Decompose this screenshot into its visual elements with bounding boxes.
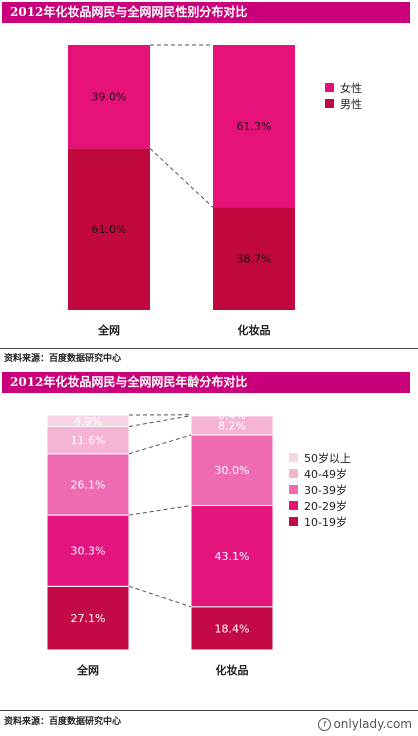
age-data-label-1-1: 27.1%	[71, 612, 106, 625]
age-bar-1-1	[46, 585, 130, 651]
gender-chart-source: 资料来源：百度数据研究中心	[4, 354, 122, 364]
age-chart-title: 2012年化妆品网民与全网网民年龄分布对比	[2, 372, 410, 393]
age-data-label-2-3: 30.0%	[215, 464, 250, 477]
age-connector-line-2	[128, 504, 192, 516]
gender-category-label-1: 全网	[97, 323, 120, 337]
age-data-label-1-4: 11.6%	[71, 434, 106, 447]
age-chart-separator	[0, 710, 418, 711]
age-legend-label-4: 20-29岁	[304, 499, 347, 513]
age-bar-1-3	[46, 453, 130, 516]
age-data-label-2-4: 8.2%	[218, 419, 246, 432]
age-chart-panel: 2012年化妆品网民与全网网民年龄分布对比 27.1% 30.3% 26.1% 11.…	[0, 368, 418, 723]
age-data-label-1-2: 30.3%	[71, 545, 106, 558]
age-data-label-2-2: 43.1%	[215, 550, 250, 563]
age-data-label-2-5: 0.4%	[218, 409, 246, 422]
age-legend-label-5: 10-19岁	[304, 515, 347, 529]
age-chart-source: 资料来源：百度数据研究中心	[4, 717, 122, 727]
age-bar-2-3	[190, 434, 274, 506]
gender-data-label-2-2: 61.3%	[237, 120, 272, 133]
age-connector-line-1	[128, 585, 192, 608]
watermark: f onlylady.com	[318, 717, 412, 731]
age-bar-1-2	[46, 514, 130, 587]
gender-data-label-1-2: 39.0%	[92, 91, 127, 104]
age-legend-label-3: 30-39岁	[304, 483, 347, 497]
watermark-logo-icon: f	[318, 718, 332, 731]
gender-legend-label-2: 男性	[340, 97, 362, 111]
age-chart-svg: 27.1% 30.3% 26.1% 11.6% 4.9% 全网 18.4% 43.1% 30.0…	[46, 409, 351, 677]
age-legend-swatch-2	[289, 469, 298, 478]
age-data-label-1-3: 26.1%	[71, 478, 106, 491]
age-bar-1-5	[46, 414, 130, 428]
gender-bar-1-2	[68, 45, 150, 149]
gender-bar-2-2	[213, 45, 295, 208]
gender-bar-2-1	[213, 207, 295, 310]
age-connector-line-3	[128, 434, 192, 455]
age-legend-swatch-1	[289, 453, 298, 462]
age-legend-swatch-3	[289, 485, 298, 494]
age-category-label-1: 全网	[76, 663, 99, 677]
age-category-label-2: 化妆品	[216, 663, 249, 677]
age-data-label-2-1: 18.4%	[215, 622, 250, 635]
watermark-text: onlylady.com	[333, 717, 412, 731]
gender-bar-1-1	[68, 148, 150, 310]
gender-chart-separator	[0, 348, 418, 349]
gender-chart-title: 2012年化妆品网民与全网网民性别分布对比	[2, 2, 410, 23]
age-legend-swatch-4	[289, 501, 298, 510]
gender-data-label-1-1: 61.0%	[92, 223, 127, 236]
gender-legend-swatch-2	[325, 99, 334, 108]
gender-connector-line-1	[149, 147, 214, 208]
age-bar-2-1	[190, 606, 274, 651]
age-legend-label-2: 40-49岁	[304, 467, 347, 481]
gender-data-label-2-1: 38.7%	[237, 253, 272, 266]
gender-legend-swatch-1	[325, 83, 334, 92]
gender-category-label-2: 化妆品	[238, 323, 271, 337]
gender-chart-panel: 2012年化妆品网民与全网网民性别分布对比 61.0% 39.0% 全网 38.7% 6…	[0, 0, 418, 350]
age-bar-2-5	[190, 414, 274, 417]
gender-legend-label-1: 女性	[340, 81, 362, 95]
age-connector-line-4	[128, 415, 192, 428]
age-legend-swatch-5	[289, 517, 298, 526]
age-legend-label-1: 50岁以上	[304, 451, 351, 465]
age-data-label-1-5: 4.9%	[74, 415, 102, 428]
